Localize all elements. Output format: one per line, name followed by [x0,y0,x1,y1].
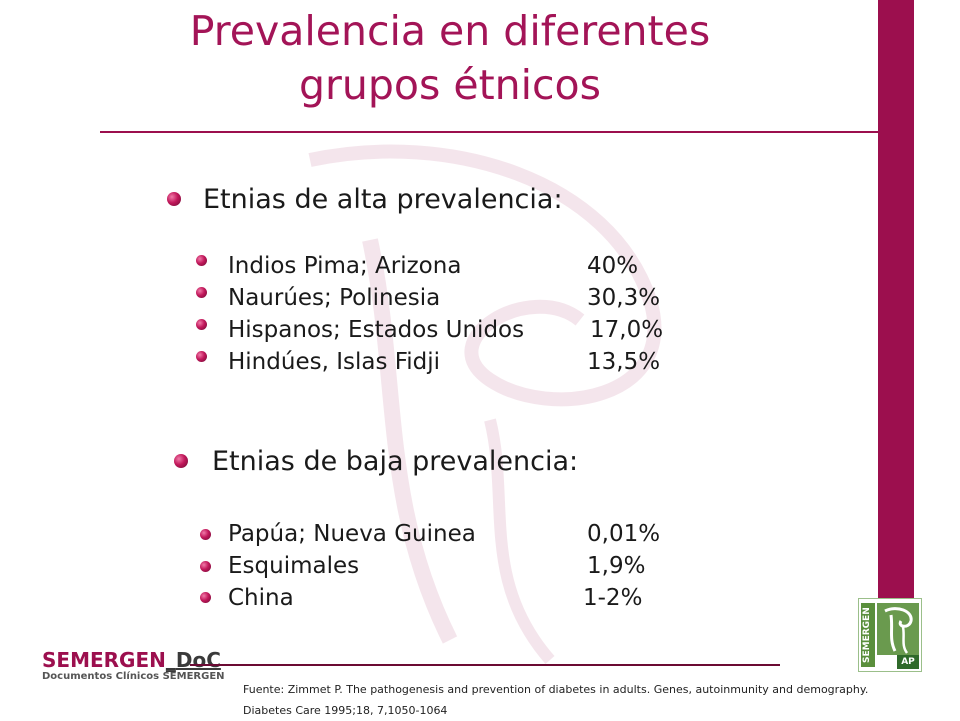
source-line-2: Diabetes Care 1995;18, 7,1050-1064 [243,704,448,717]
source-line-1: Fuente: Zimmet P. The pathogenesis and p… [243,683,869,696]
bullet-icon [200,592,211,603]
item-value: 13,5% [587,349,661,375]
item-name: Papúa; Nueva Guinea [228,521,476,547]
title-divider [100,131,913,133]
bottom-divider [190,664,780,666]
section-heading-high: Etnias de alta prevalencia: [203,184,563,215]
item-name: Esquimales [228,553,360,579]
corner-logo-text: SEMERGEN [862,607,872,663]
item-name: Hindúes, Islas Fidji [228,349,441,375]
item-value: 17,0% [590,317,664,343]
logo-brand-suffix: DoC [175,648,221,672]
corner-logo-ap: AP [897,655,919,669]
item-value: 30,3% [587,285,661,311]
bullet-icon [174,454,188,468]
item-name: Indios Pima; Arizona [228,253,462,279]
semergen-ap-logo: SEMERGEN AP [858,598,922,672]
watermark-logo [308,144,662,664]
item-value: 1-2% [583,585,643,611]
item-value: 40% [587,253,639,279]
title-line-2: grupos étnicos [298,61,602,109]
bullet-icon [196,319,207,330]
bullet-icon [200,561,211,572]
item-value: 1,9% [587,553,646,579]
item-value: 0,01% [587,521,661,547]
semergen-doc-logo: SEMERGEN_DoC [42,648,221,672]
bullet-icon [196,255,207,266]
item-name: China [228,585,294,611]
item-name: Naurúes; Polinesia [228,285,441,311]
source-citation: Fuente: Zimmet P. The pathogenesis and p… [243,679,923,721]
page-title: Prevalencia en diferentes grupos étnicos [100,4,800,112]
item-name: Hispanos; Estados Unidos [228,317,525,343]
section-heading-low: Etnias de baja prevalencia: [212,446,579,477]
bullet-icon [196,351,207,362]
bullet-icon [200,529,211,540]
right-accent-bar [878,0,914,598]
title-line-1: Prevalencia en diferentes [189,7,711,55]
logo-subtitle: Documentos Clínicos SEMERGEN [42,671,225,682]
bullet-icon [196,287,207,298]
caduceus-icon [877,603,919,655]
bullet-icon [167,192,181,206]
logo-brand: SEMERGEN [42,648,166,672]
